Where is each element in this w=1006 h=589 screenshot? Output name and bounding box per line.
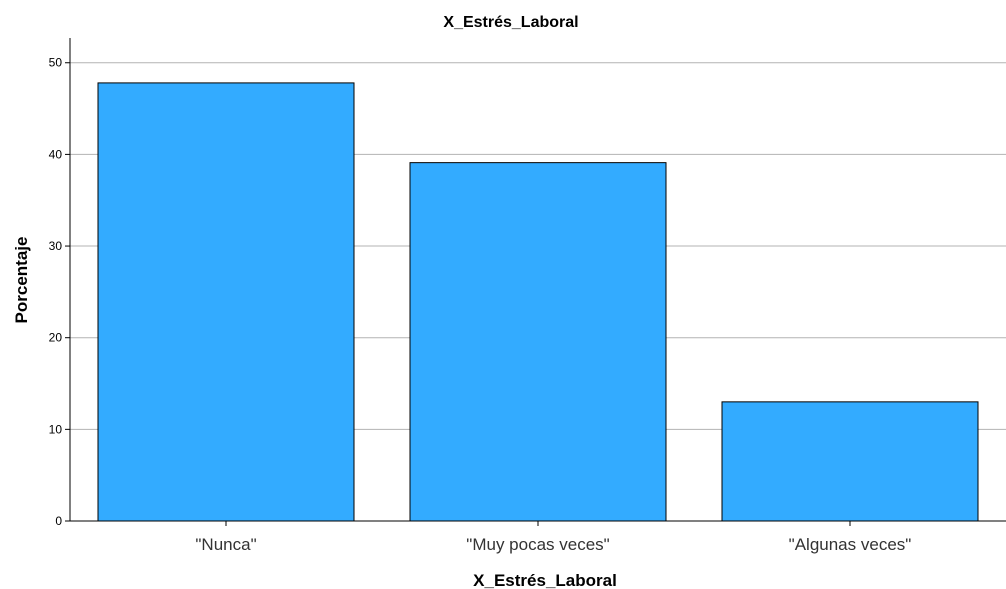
x-axis-title: X_Estrés_Laboral [473,571,617,589]
bars [97,82,979,522]
bar [97,82,355,522]
bar [409,162,667,522]
x-tick-label: "Algunas veces" [789,535,912,554]
y-axis-title: Porcentaje [12,237,31,324]
x-tick-label: "Nunca" [195,535,256,554]
chart-title: X_Estrés_Laboral [443,14,578,31]
y-tick-label: 20 [49,331,63,345]
x-axis-ticks: "Nunca" "Muy pocas veces" "Algunas veces" [195,521,911,554]
y-tick-label: 40 [49,147,63,161]
y-tick-label: 10 [49,422,63,436]
y-axis-ticks: 0 10 20 30 40 50 [49,56,70,528]
bar [721,401,979,522]
y-tick-label: 0 [55,514,62,528]
y-tick-label: 30 [49,239,63,253]
x-tick-label: "Muy pocas veces" [466,535,609,554]
y-tick-label: 50 [49,56,63,70]
